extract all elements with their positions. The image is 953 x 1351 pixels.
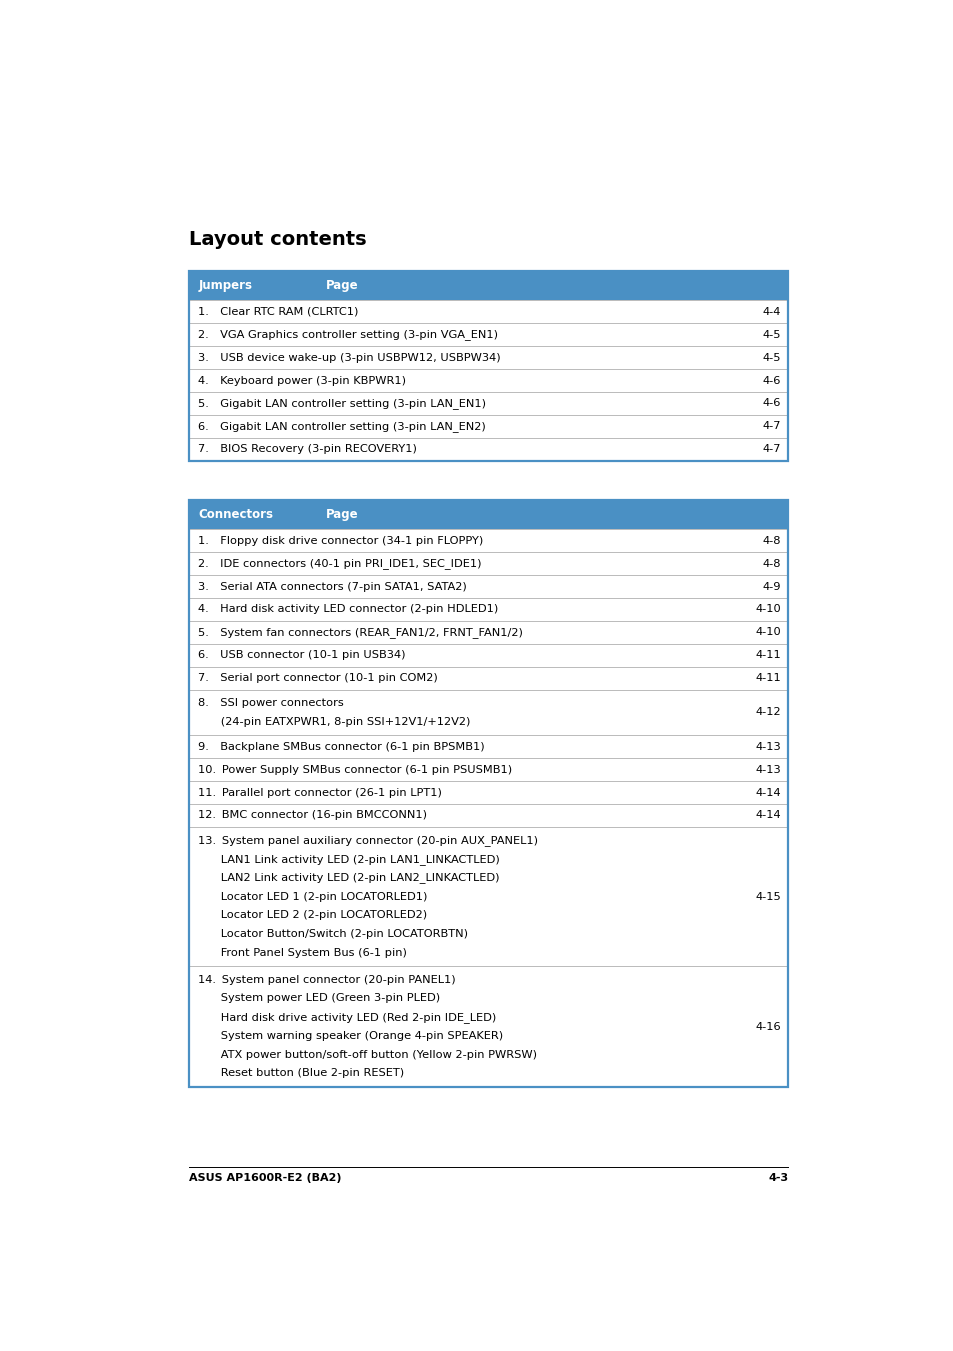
Bar <box>190 966 787 1088</box>
Text: Locator LED 1 (2-pin LOCATORLED1): Locator LED 1 (2-pin LOCATORLED1) <box>198 892 427 901</box>
Bar <box>190 827 787 966</box>
Text: 4-14: 4-14 <box>755 788 781 797</box>
Text: 4-13: 4-13 <box>755 742 781 751</box>
Bar <box>190 369 787 392</box>
Bar <box>190 666 787 689</box>
Text: 2. VGA Graphics controller setting (3-pin VGA_EN1): 2. VGA Graphics controller setting (3-pi… <box>198 330 497 340</box>
Text: 4-10: 4-10 <box>755 627 781 638</box>
Bar <box>190 392 787 415</box>
Text: 4-3: 4-3 <box>767 1173 787 1183</box>
Text: 11. Parallel port connector (26-1 pin LPT1): 11. Parallel port connector (26-1 pin LP… <box>198 788 442 797</box>
Text: 5. Gigabit LAN controller setting (3-pin LAN_EN1): 5. Gigabit LAN controller setting (3-pin… <box>198 399 486 409</box>
Bar <box>190 689 787 735</box>
Text: Front Panel System Bus (6-1 pin): Front Panel System Bus (6-1 pin) <box>198 947 407 958</box>
Text: Locator Button/Switch (2-pin LOCATORBTN): Locator Button/Switch (2-pin LOCATORBTN) <box>198 929 468 939</box>
Text: 7. BIOS Recovery (3-pin RECOVERY1): 7. BIOS Recovery (3-pin RECOVERY1) <box>198 444 416 454</box>
Text: 8. SSI power connectors: 8. SSI power connectors <box>198 698 344 708</box>
Text: ATX power button/soft-off button (Yellow 2-pin PWRSW): ATX power button/soft-off button (Yellow… <box>198 1050 537 1059</box>
Text: 4-13: 4-13 <box>755 765 781 774</box>
Bar <box>190 272 787 300</box>
Text: 10. Power Supply SMBus connector (6-1 pin PSUSMB1): 10. Power Supply SMBus connector (6-1 pi… <box>198 765 512 774</box>
Text: 4-6: 4-6 <box>761 376 781 385</box>
Bar <box>190 781 787 804</box>
Text: Reset button (Blue 2-pin RESET): Reset button (Blue 2-pin RESET) <box>198 1069 404 1078</box>
Text: 4-10: 4-10 <box>755 604 781 615</box>
Text: 3. Serial ATA connectors (7-pin SATA1, SATA2): 3. Serial ATA connectors (7-pin SATA1, S… <box>198 581 467 592</box>
Text: 3. USB device wake-up (3-pin USBPW12, USBPW34): 3. USB device wake-up (3-pin USBPW12, US… <box>198 353 500 362</box>
Bar <box>190 323 787 346</box>
Bar <box>190 415 787 438</box>
Bar <box>190 500 787 1088</box>
Text: 4-15: 4-15 <box>755 892 781 901</box>
Text: LAN2 Link activity LED (2-pin LAN2_LINKACTLED): LAN2 Link activity LED (2-pin LAN2_LINKA… <box>198 873 499 884</box>
Bar <box>190 500 787 530</box>
Text: 6. Gigabit LAN controller setting (3-pin LAN_EN2): 6. Gigabit LAN controller setting (3-pin… <box>198 422 486 432</box>
Bar <box>190 804 787 827</box>
Text: System power LED (Green 3-pin PLED): System power LED (Green 3-pin PLED) <box>198 993 440 1004</box>
Bar <box>190 598 787 621</box>
Text: 4-8: 4-8 <box>761 536 781 546</box>
Bar <box>190 300 787 323</box>
Text: 4-16: 4-16 <box>755 1021 781 1032</box>
Text: 4-12: 4-12 <box>755 708 781 717</box>
Text: 5. System fan connectors (REAR_FAN1/2, FRNT_FAN1/2): 5. System fan connectors (REAR_FAN1/2, F… <box>198 627 522 638</box>
Text: 4-11: 4-11 <box>755 673 781 684</box>
Text: Page: Page <box>326 508 358 521</box>
Text: 1. Clear RTC RAM (CLRTC1): 1. Clear RTC RAM (CLRTC1) <box>198 307 358 317</box>
Bar <box>190 644 787 666</box>
Text: 4-7: 4-7 <box>761 422 781 431</box>
Bar <box>190 758 787 781</box>
Text: 4. Hard disk activity LED connector (2-pin HDLED1): 4. Hard disk activity LED connector (2-p… <box>198 604 498 615</box>
Text: 4-14: 4-14 <box>755 811 781 820</box>
Text: 4. Keyboard power (3-pin KBPWR1): 4. Keyboard power (3-pin KBPWR1) <box>198 376 406 385</box>
Text: Hard disk drive activity LED (Red 2-pin IDE_LED): Hard disk drive activity LED (Red 2-pin … <box>198 1012 497 1023</box>
Text: 4-4: 4-4 <box>761 307 781 317</box>
Bar <box>190 621 787 644</box>
Text: 4-8: 4-8 <box>761 559 781 569</box>
Text: 4-5: 4-5 <box>761 330 781 340</box>
Bar <box>190 438 787 461</box>
Text: 4-7: 4-7 <box>761 444 781 454</box>
Text: Connectors: Connectors <box>198 508 274 521</box>
Text: 4-11: 4-11 <box>755 650 781 661</box>
Bar <box>190 272 787 461</box>
Bar <box>190 553 787 576</box>
Bar <box>190 735 787 758</box>
Text: 4-6: 4-6 <box>761 399 781 408</box>
Text: Page: Page <box>326 280 358 292</box>
Text: 1. Floppy disk drive connector (34-1 pin FLOPPY): 1. Floppy disk drive connector (34-1 pin… <box>198 536 483 546</box>
Text: System warning speaker (Orange 4-pin SPEAKER): System warning speaker (Orange 4-pin SPE… <box>198 1031 503 1042</box>
Text: (24-pin EATXPWR1, 8-pin SSI+12V1/+12V2): (24-pin EATXPWR1, 8-pin SSI+12V1/+12V2) <box>198 717 470 727</box>
Text: 12. BMC connector (16-pin BMCCONN1): 12. BMC connector (16-pin BMCCONN1) <box>198 811 427 820</box>
Text: 9. Backplane SMBus connector (6-1 pin BPSMB1): 9. Backplane SMBus connector (6-1 pin BP… <box>198 742 484 751</box>
Bar <box>190 576 787 598</box>
Text: Layout contents: Layout contents <box>190 230 367 249</box>
Bar <box>190 346 787 369</box>
Text: Locator LED 2 (2-pin LOCATORLED2): Locator LED 2 (2-pin LOCATORLED2) <box>198 911 427 920</box>
Text: Jumpers: Jumpers <box>198 280 253 292</box>
Text: 6. USB connector (10-1 pin USB34): 6. USB connector (10-1 pin USB34) <box>198 650 405 661</box>
Text: 7. Serial port connector (10-1 pin COM2): 7. Serial port connector (10-1 pin COM2) <box>198 673 437 684</box>
Text: ASUS AP1600R-E2 (BA2): ASUS AP1600R-E2 (BA2) <box>190 1173 341 1183</box>
Text: 4-9: 4-9 <box>761 581 781 592</box>
Text: 14. System panel connector (20-pin PANEL1): 14. System panel connector (20-pin PANEL… <box>198 975 456 985</box>
Text: 4-5: 4-5 <box>761 353 781 362</box>
Text: 2. IDE connectors (40-1 pin PRI_IDE1, SEC_IDE1): 2. IDE connectors (40-1 pin PRI_IDE1, SE… <box>198 558 481 569</box>
Bar <box>190 530 787 553</box>
Text: 13. System panel auxiliary connector (20-pin AUX_PANEL1): 13. System panel auxiliary connector (20… <box>198 835 537 846</box>
Text: LAN1 Link activity LED (2-pin LAN1_LINKACTLED): LAN1 Link activity LED (2-pin LAN1_LINKA… <box>198 854 499 865</box>
